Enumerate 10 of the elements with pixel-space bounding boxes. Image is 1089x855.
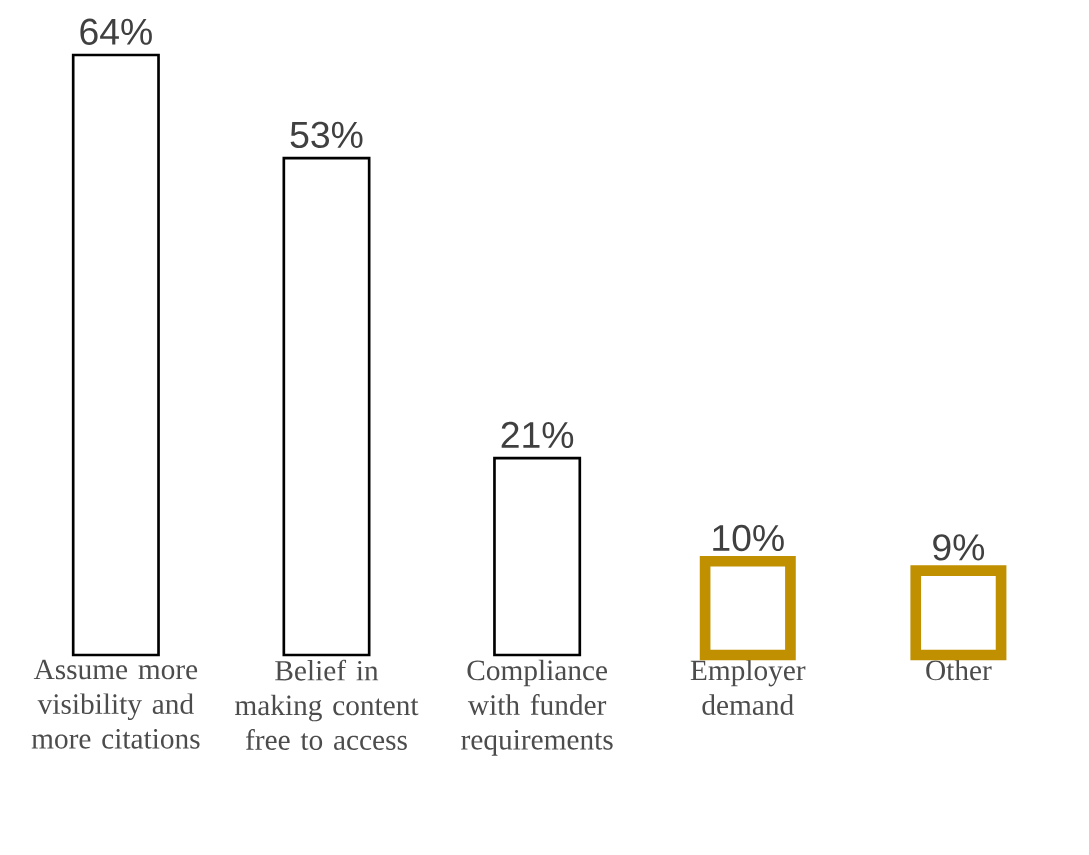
x-tick-label: Assume more visibility and more citations [31,659,200,749]
x-tick-label: Other [926,659,992,681]
data-label: 53% [290,121,363,149]
data-label: 9% [933,534,985,561]
data-label: 64% [80,18,152,45]
x-tick-label: Employer demand [690,659,806,716]
x-tick-label: Belief in making content free to access [235,659,419,750]
data-label: 21% [501,421,574,449]
x-tick-label: Compliance with funder requirements [461,659,613,756]
data-label: 10% [713,524,784,552]
